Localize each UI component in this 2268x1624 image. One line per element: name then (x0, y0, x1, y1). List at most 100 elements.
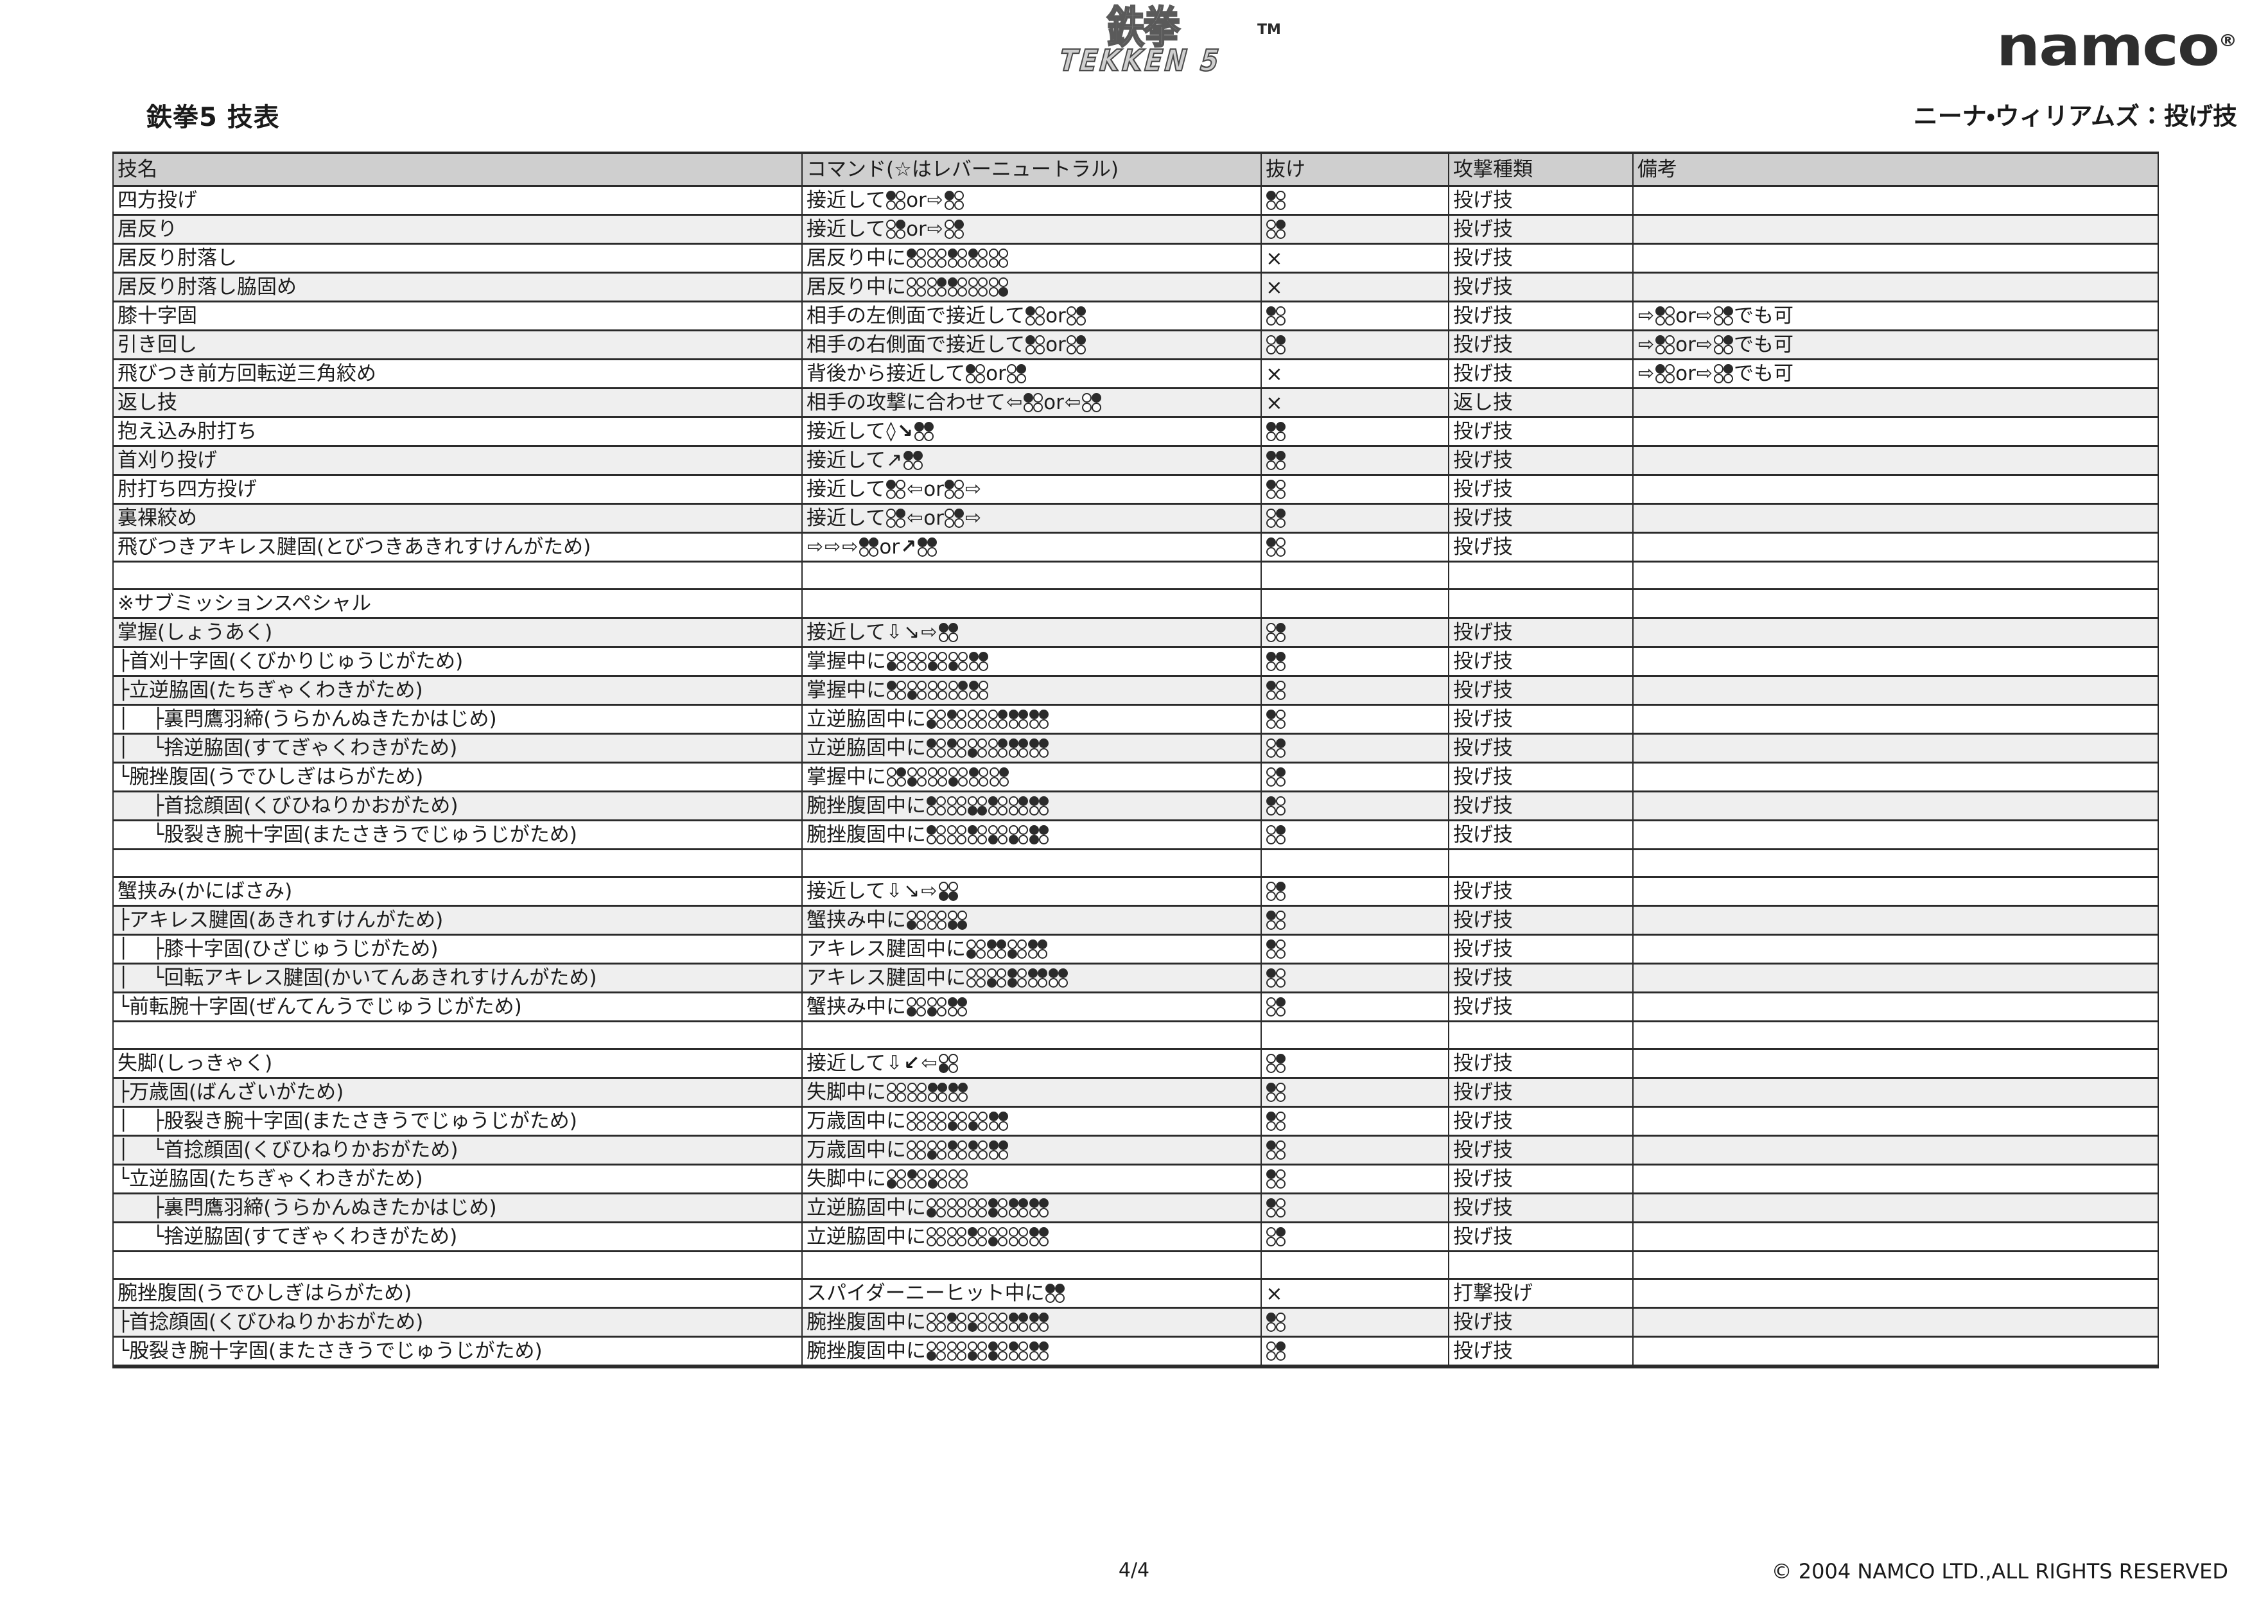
cell-text: でも可 (1734, 333, 1793, 356)
table-row[interactable]: │ └ 回転アキレス腱固(かいてんあきれすけんがため) アキレス腱固中に 投げ技 (112, 963, 2159, 993)
move-name-cell: ├ 首刈十字固(くびかりじゅうじがため) (112, 646, 803, 677)
button-icon-0010 (948, 767, 968, 787)
button-icon-0010 (907, 767, 927, 787)
cell-text: 掌握中に (807, 649, 886, 673)
attack-type-label: 投げ技 (1453, 535, 1513, 559)
cell-text: or (1045, 304, 1066, 327)
cell-text: 背後から接近して (807, 362, 966, 385)
cell-text: 居反り中に (807, 275, 906, 299)
table-row[interactable]: └ 腕挫腹固(うでひしぎはらがため) 掌握中に 投げ技 (112, 762, 2159, 792)
table-row[interactable]: ├ 万歳固(ばんざいがため) 失脚中に 投げ技 (112, 1077, 2159, 1108)
tree-branch-icon: ├ (118, 679, 130, 701)
table-row[interactable]: └ 立逆脇固(たちぎゃくわきがため) 失脚中に 投げ技 (112, 1164, 2159, 1194)
spacer-cell (112, 1020, 803, 1050)
button-icon-1000 (944, 191, 964, 210)
table-row[interactable]: 膝十字固 相手の左側面で接近して or 投げ技 ⇨ or ⇨ でも可 (112, 301, 2159, 331)
table-row[interactable]: ※サブミッションスペシャル (112, 588, 2159, 619)
escape-cell (1260, 532, 1449, 563)
spacer-cell (1632, 848, 2159, 878)
table-row[interactable]: ├ 立逆脇固(たちぎゃくわきがため) 掌握中に 投げ技 (112, 675, 2159, 706)
move-name-label: 居反り肘落し脇固め (118, 275, 297, 299)
table-row[interactable]: 返し技 相手の攻撃に合わせて ⇦ or ⇦ × 返し技 (112, 387, 2159, 418)
attack-type-cell: 投げ技 (1448, 272, 1634, 302)
escape-input (1266, 678, 1444, 703)
table-row[interactable]: │ └ 捨逆脇固(すてぎゃくわきがため) 立逆脇固中に 投げ技 (112, 733, 2159, 764)
move-name-cell: 首刈り投げ (112, 445, 803, 476)
table-row[interactable]: ├ 首捻顔固(くびひねりかおがため) 腕挫腹固中に 投げ技 (112, 790, 2159, 821)
attack-type-label: 投げ技 (1453, 333, 1513, 356)
table-spacer-row (112, 1250, 2159, 1280)
button-icon-0010 (968, 1341, 987, 1361)
table-row[interactable]: 首刈り投げ 接近して ↗ 投げ技 (112, 445, 2159, 476)
table-row[interactable]: 四方投げ 接近して or ⇨ 投げ技 (112, 185, 2159, 216)
direction-arrow-icon: ⇨ (1696, 362, 1713, 385)
table-row[interactable]: 引き回し 相手の右側面で接近して or 投げ技 ⇨ or ⇨ でも可 (112, 329, 2159, 360)
escape-input (1266, 419, 1444, 444)
direction-arrow-icon: ↗ (900, 536, 917, 558)
table-row[interactable]: 腕挫腹固(うでひしぎはらがため) スパイダーニーヒット中に × 打撃投げ (112, 1278, 2159, 1309)
button-icon-0010 (968, 738, 987, 758)
escape-input (1266, 1196, 1444, 1221)
table-row[interactable]: │ └ 首捻顔固(くびひねりかおがため) 万歳固中に 投げ技 (112, 1135, 2159, 1166)
table-row[interactable]: ├ アキレス腱固(あきれすけんがため) 蟹挟み中に 投げ技 (112, 905, 2159, 936)
note-cell (1632, 991, 2159, 1022)
button-icon-1100 (1009, 1198, 1028, 1218)
move-name-label: 蟹挟み(かにばさみ) (118, 879, 293, 903)
button-icon-1100 (1049, 968, 1068, 988)
table-row[interactable]: │ ├ 膝十字固(ひざじゅうじがため) アキレス腱固中に 投げ技 (112, 934, 2159, 965)
table-row[interactable]: 掌握(しょうあく) 接近して ⇩ ↘ ⇨ 投げ技 (112, 617, 2159, 648)
table-header: 技名 コマンド(☆はレバーニュートラル) 抜け 攻撃種類 備考 (112, 152, 2159, 187)
table-row[interactable]: 裏裸絞め 接近して ⇦ or ⇨ 投げ技 (112, 503, 2159, 534)
table-row[interactable]: 飛びつき前方回転逆三角絞め 背後から接近して or × 投げ技 ⇨ or ⇨ でも可 (112, 358, 2159, 389)
button-icon-1000 (887, 681, 906, 700)
move-name-label: 股裂き腕十字固(またさきうでじゅうじがため) (164, 1109, 577, 1133)
note-cell (1632, 387, 2159, 418)
move-name-label: 捨逆脇固(すてぎゃくわきがため) (164, 1225, 458, 1248)
button-icon-1000 (1025, 306, 1045, 326)
command-sequence: 相手の攻撃に合わせて ⇦ or ⇦ (807, 390, 1257, 415)
table-row[interactable]: 抱え込み肘打ち 接近して ◊ ↘ 投げ技 (112, 416, 2159, 447)
table-row[interactable]: └ 捨逆脇固(すてぎゃくわきがため) 立逆脇固中に 投げ技 (112, 1221, 2159, 1252)
button-icon-1000 (944, 480, 964, 499)
table-row[interactable]: ├ 首刈十字固(くびかりじゅうじがため) 掌握中に 投げ技 (112, 646, 2159, 677)
button-icon-0100 (1266, 623, 1286, 642)
escape-input (1266, 217, 1444, 242)
table-row[interactable]: └ 前転腕十字固(ぜんてんうでじゅうじがため) 蟹挟み中に 投げ技 (112, 991, 2159, 1022)
attack-type-cell: 投げ技 (1448, 358, 1634, 389)
direction-arrow-icon: ⇨ (921, 621, 938, 643)
button-icon-0000 (907, 1083, 927, 1102)
move-name-label: 肘打ち四方投げ (118, 477, 257, 501)
button-icon-1100 (1028, 968, 1047, 988)
table-row[interactable]: │ ├ 裏閂鷹羽締(うらかんぬきたかはじめ) 立逆脇固中に 投げ技 (112, 704, 2159, 735)
command-sequence: 背後から接近して or (807, 362, 1257, 387)
cell-text: 相手の左側面で接近して (807, 304, 1025, 327)
button-icon-0000 (927, 1313, 946, 1332)
move-name-cell: ※サブミッションスペシャル (112, 588, 803, 619)
note-cell (1632, 819, 2159, 850)
button-icon-0010 (927, 997, 946, 1017)
button-icon-1100 (1029, 796, 1049, 816)
direction-arrow-icon: ⇨ (842, 536, 859, 558)
command-sequence: 接近して ◊ ↘ (807, 419, 1257, 444)
direction-arrow-icon: ⇦ (907, 507, 923, 529)
table-row[interactable]: 居反り肘落し 居反り中に × 投げ技 (112, 243, 2159, 274)
tree-branch-icon: │ ├ (118, 1110, 164, 1132)
table-row[interactable]: 飛びつきアキレス腱固(とびつきあきれすけんがため) ⇨ ⇨ ⇨ or ↗ 投げ技 (112, 532, 2159, 563)
cell-text: 失脚中に (807, 1167, 886, 1191)
table-row[interactable]: └ 股裂き腕十字固(またさきうでじゅうじがため) 腕挫腹固中に 投げ技 (112, 819, 2159, 850)
move-name-cell: ├ 首捻顔固(くびひねりかおがため) (112, 1307, 803, 1338)
table-row[interactable]: 居反り肘落し脇固め 居反り中に × 投げ技 (112, 272, 2159, 302)
attack-type-cell: 投げ技 (1448, 416, 1634, 447)
table-row[interactable]: 失脚(しっきゃく) 接近して ⇩ ↙ ⇦ 投げ技 (112, 1048, 2159, 1079)
table-row[interactable]: 蟹挟み(かにばさみ) 接近して ⇩ ↘ ⇨ 投げ技 (112, 876, 2159, 907)
direction-arrow-icon: ⇦ (1064, 391, 1081, 414)
button-icon-1000 (969, 681, 988, 700)
button-icon-1100 (914, 422, 934, 441)
table-row[interactable]: ├ 裏閂鷹羽締(うらかんぬきたかはじめ) 立逆脇固中に 投げ技 (112, 1192, 2159, 1223)
table-row[interactable]: 居反り 接近して or ⇨ 投げ技 (112, 214, 2159, 245)
table-row[interactable]: └ 股裂き腕十字固(またさきうでじゅうじがため) 腕挫腹固中に 投げ技 (112, 1336, 2159, 1368)
table-row[interactable]: │ ├ 股裂き腕十字固(またさきうでじゅうじがため) 万歳固中に 投げ技 (112, 1106, 2159, 1137)
table-row[interactable]: 肘打ち四方投げ 接近して ⇦ or ⇨ 投げ技 (112, 474, 2159, 505)
table-row[interactable]: ├ 首捻顔固(くびひねりかおがため) 腕挫腹固中に 投げ技 (112, 1307, 2159, 1338)
button-icon-0000 (907, 277, 926, 297)
